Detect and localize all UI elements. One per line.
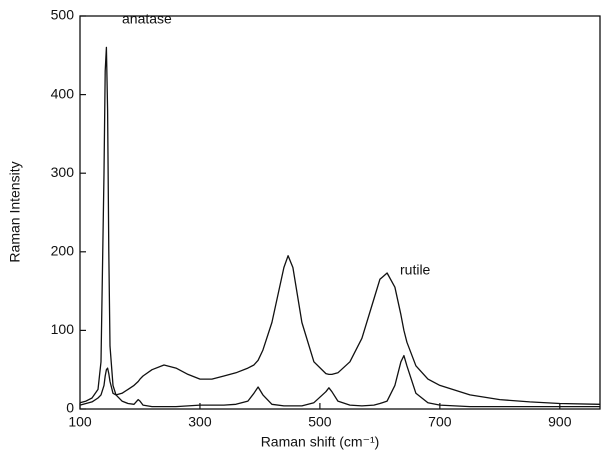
x-tick-label: 900 [548, 414, 572, 430]
x-tick-label: 700 [428, 414, 452, 430]
y-tick-label: 100 [51, 321, 75, 337]
series-line [79, 255, 601, 406]
annotation: rutile [400, 262, 431, 278]
y-tick-label: 300 [51, 164, 75, 180]
series-line [79, 46, 600, 408]
y-axis-label: Raman Intensity [7, 161, 23, 262]
annotation: anatase [122, 11, 172, 27]
x-tick-label: 300 [188, 414, 212, 430]
x-axis-label: Raman shift (cm⁻¹) [261, 434, 380, 450]
x-tick-label: 100 [68, 414, 92, 430]
y-tick-label: 500 [51, 7, 75, 23]
x-tick-label: 500 [308, 414, 332, 430]
y-tick-label: 400 [51, 85, 75, 101]
y-tick-label: 0 [66, 400, 74, 416]
plot-frame [79, 15, 601, 410]
y-tick-label: 200 [51, 243, 75, 259]
